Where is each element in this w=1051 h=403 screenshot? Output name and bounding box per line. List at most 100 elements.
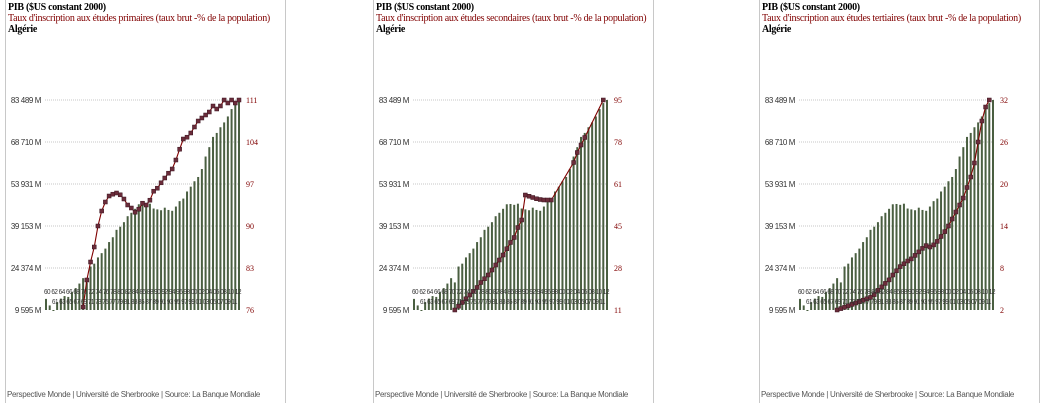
panel-frame — [373, 0, 654, 403]
bar-gdp — [52, 310, 55, 311]
chart-title: PIB ($US constant 2000) — [8, 2, 106, 13]
bar-gdp — [865, 237, 868, 310]
bar-gdp — [817, 296, 820, 310]
bar-gdp — [93, 263, 96, 310]
bar-gdp — [539, 210, 542, 310]
chart-panel-primary: PIB ($US constant 2000) Taux d'inscripti… — [5, 0, 287, 403]
point-enrollment — [166, 170, 171, 176]
chart-country: Algérie — [762, 24, 791, 35]
bar-gdp — [873, 226, 876, 310]
bar-gdp — [416, 305, 419, 310]
bar-gdp — [193, 181, 196, 310]
point-enrollment — [972, 160, 977, 166]
point-enrollment — [452, 307, 458, 313]
bar-gdp — [843, 266, 846, 310]
point-enrollment — [875, 288, 881, 293]
point-enrollment — [534, 196, 539, 201]
bar-gdp — [828, 288, 831, 310]
bar-gdp — [958, 156, 961, 310]
bar-gdp — [130, 212, 133, 310]
point-enrollment — [173, 157, 179, 163]
point-enrollment — [927, 244, 933, 250]
point-enrollment — [184, 134, 190, 140]
point-enrollment — [155, 185, 160, 191]
point-enrollment — [80, 304, 86, 310]
y-right-tick-label: 45 — [614, 222, 622, 231]
y-left-tick-label: 83 489 M — [765, 96, 796, 105]
bar-gdp — [238, 100, 240, 310]
point-enrollment — [526, 194, 532, 199]
point-enrollment — [221, 97, 227, 103]
bar-gdp — [557, 186, 560, 310]
bar-gdp — [902, 203, 905, 310]
bar-gdp — [895, 203, 898, 310]
point-enrollment — [549, 197, 554, 203]
x-tick-labels-bottom: 61 63 65 67 69 71 73 75 77 79 81 83 85 8… — [806, 297, 991, 306]
x-tick-labels-top: 60 62 64 66 68 70 72 74 76 78 80 82 84 8… — [412, 287, 609, 296]
point-enrollment — [121, 196, 127, 202]
point-enrollment — [199, 115, 205, 121]
point-enrollment — [571, 160, 576, 165]
point-enrollment — [912, 253, 918, 258]
point-enrollment — [195, 118, 201, 124]
point-enrollment — [942, 229, 947, 234]
point-enrollment — [136, 206, 142, 212]
bar-gdp — [914, 210, 917, 310]
y-left-tick-label: 53 931 M — [765, 180, 796, 189]
bar-gdp — [108, 242, 111, 310]
point-enrollment — [233, 100, 238, 106]
bar-gdp — [880, 216, 883, 310]
bar-gdp — [48, 305, 51, 310]
point-enrollment — [474, 285, 480, 290]
y-left-tick-label: 24 374 M — [765, 264, 796, 273]
bar-gdp — [813, 298, 816, 310]
bar-gdp — [984, 109, 987, 310]
y-left-tick-label: 53 931 M — [379, 180, 410, 189]
point-enrollment — [578, 142, 584, 148]
bar-gdp — [802, 305, 805, 310]
point-enrollment — [530, 195, 536, 200]
point-enrollment — [117, 192, 123, 198]
point-enrollment — [953, 209, 959, 215]
bar-gdp — [980, 116, 983, 310]
bar-gdp — [163, 207, 166, 310]
point-enrollment — [909, 256, 914, 262]
bar-gdp — [413, 298, 415, 310]
point-enrollment — [129, 205, 134, 211]
y-right-tick-label: 61 — [614, 180, 622, 189]
point-enrollment — [236, 97, 242, 103]
panel-frame — [5, 0, 286, 403]
point-enrollment — [177, 146, 182, 152]
point-enrollment — [229, 97, 234, 103]
y-left-tick-label: 68 710 M — [379, 138, 410, 147]
bar-gdp — [171, 210, 174, 310]
point-enrollment — [946, 223, 951, 229]
y-left-tick-label: 39 153 M — [11, 222, 42, 231]
bar-gdp — [446, 283, 449, 310]
bar-gdp — [565, 176, 568, 310]
bar-gdp — [550, 198, 553, 310]
point-enrollment — [463, 296, 469, 301]
bar-gdp — [200, 169, 203, 310]
point-enrollment — [886, 277, 892, 283]
point-enrollment — [467, 292, 472, 298]
point-enrollment — [582, 135, 587, 140]
point-enrollment — [916, 249, 922, 255]
bar-gdp — [167, 209, 170, 310]
bar-gdp — [468, 253, 471, 310]
point-enrollment — [207, 109, 212, 115]
bar-gdp — [119, 226, 122, 310]
chart-panel-secondary: PIB ($US constant 2000) Taux d'inscripti… — [373, 0, 655, 403]
point-enrollment — [485, 272, 491, 278]
point-enrollment — [106, 193, 112, 199]
bar-gdp — [925, 210, 928, 310]
bar-gdp — [145, 204, 148, 310]
point-enrollment — [143, 202, 149, 208]
bar-gdp — [546, 201, 549, 310]
bar-gdp — [111, 237, 114, 310]
bar-gdp — [594, 116, 597, 310]
y-left-tick-label: 24 374 M — [11, 264, 42, 273]
bar-gdp — [490, 222, 493, 310]
bar-gdp — [186, 191, 189, 310]
bar-gdp — [969, 132, 972, 310]
